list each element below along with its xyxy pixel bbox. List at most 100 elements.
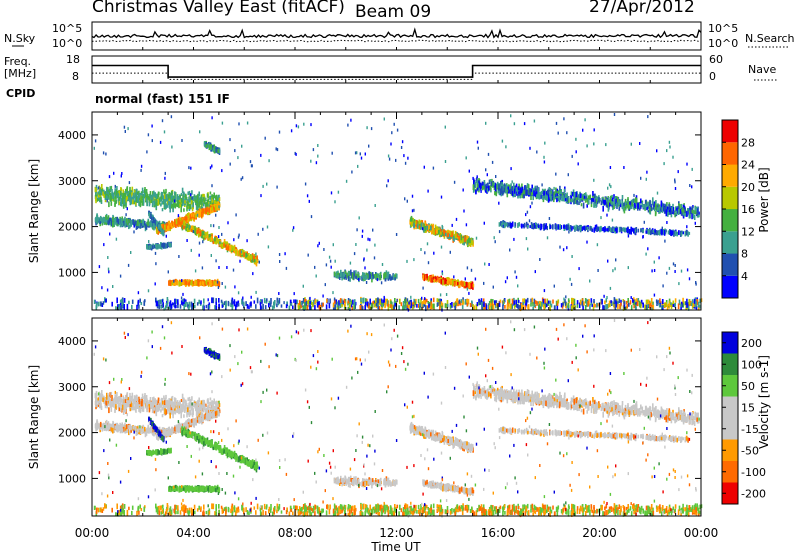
- power-cell: [453, 281, 456, 287]
- station-title: Christmas Valley East (fitACF): [92, 0, 345, 17]
- power-cell: [372, 300, 374, 305]
- power-cell: [469, 302, 472, 308]
- power-cell: [199, 213, 201, 218]
- power-cell: [619, 203, 622, 208]
- power-cell: [457, 281, 459, 286]
- power-cell: [95, 188, 97, 193]
- power-cell: [294, 299, 297, 305]
- power-cell: [540, 191, 543, 198]
- power-cell: [466, 235, 468, 240]
- power-cell: [534, 300, 537, 305]
- power-cell: [161, 303, 164, 308]
- power-cell: [438, 229, 440, 235]
- power-cell: [591, 303, 593, 307]
- power-cell: [144, 192, 147, 198]
- power-cell: [102, 191, 104, 197]
- power-cell: [196, 198, 199, 202]
- power-cell: [214, 205, 217, 211]
- power-cell: [181, 187, 184, 194]
- power-cell: [564, 299, 566, 304]
- power-cell: [105, 215, 107, 220]
- power-cell: [549, 191, 551, 197]
- power-cell: [265, 300, 268, 304]
- power-cell: [211, 297, 213, 304]
- power-cell: [347, 301, 349, 306]
- power-cell: [623, 202, 625, 207]
- power-cell: [352, 299, 354, 305]
- power-cell: [391, 276, 393, 281]
- nave-right-tick-top: 60: [709, 53, 723, 66]
- power-cell: [286, 301, 288, 305]
- power-cell: [253, 300, 256, 304]
- power-cell: [453, 234, 456, 239]
- power-cell: [202, 305, 204, 311]
- power-cell: [202, 200, 204, 205]
- power-cell: [206, 203, 209, 209]
- power-cell: [416, 223, 419, 229]
- power-cell: [452, 236, 455, 242]
- power-cell: [555, 300, 558, 306]
- power-cell: [595, 197, 597, 204]
- power-cell: [387, 305, 390, 311]
- power-cell: [231, 305, 234, 311]
- power-cell: [613, 203, 615, 209]
- power-cell: [229, 247, 231, 252]
- power-cell: [174, 298, 176, 304]
- power-cell: [162, 242, 164, 249]
- power-cell: [627, 202, 629, 208]
- power-cell: [163, 189, 165, 194]
- power-cell: [202, 281, 205, 286]
- power-cell: [235, 301, 238, 308]
- power-cell: [144, 189, 146, 193]
- power-cell: [125, 196, 127, 202]
- power-cell: [185, 196, 188, 201]
- power-cell: [517, 193, 519, 199]
- power-cell: [468, 241, 471, 246]
- power-cell: [514, 270, 516, 274]
- power-cell: [415, 225, 417, 230]
- power-cell: [567, 196, 570, 200]
- power-cell: [150, 199, 153, 203]
- power-cell: [515, 300, 517, 305]
- power-cell: [371, 274, 373, 280]
- power-cell: [659, 298, 661, 303]
- power-cell: [101, 221, 104, 226]
- power-cell: [630, 205, 633, 210]
- power-cell: [486, 188, 489, 193]
- power-cell: [128, 219, 130, 224]
- power-cell: [561, 195, 563, 202]
- power-cell: [158, 224, 160, 230]
- power-cell: [684, 301, 687, 306]
- power-cell: [450, 280, 452, 285]
- power-cell: [438, 233, 441, 237]
- power-cell: [218, 298, 220, 303]
- power-cell: [683, 209, 685, 214]
- power-cell: [209, 195, 211, 200]
- power-cell: [180, 201, 183, 208]
- power-cell: [418, 303, 420, 308]
- power-cell: [618, 206, 621, 211]
- power-cell: [549, 224, 552, 229]
- power-cell: [420, 298, 422, 304]
- power-cell: [483, 183, 486, 189]
- power-cell: [209, 233, 211, 238]
- power-cell: [585, 192, 587, 197]
- power-cell: [515, 303, 518, 307]
- power-cell: [631, 199, 634, 205]
- power-cell: [597, 196, 599, 201]
- power-cell: [618, 201, 620, 206]
- power-cell: [572, 298, 575, 304]
- power-cell: [426, 273, 428, 279]
- power-cell: [448, 230, 450, 237]
- power-cell: [121, 298, 123, 304]
- power-cell: [389, 304, 391, 309]
- power-cell: [253, 255, 255, 261]
- power-cell: [511, 191, 514, 196]
- power-cell: [560, 225, 563, 230]
- power-cell: [346, 272, 348, 278]
- power-cell: [302, 298, 305, 304]
- power-cell: [413, 219, 416, 225]
- power-cell: [248, 255, 251, 259]
- power-cell: [653, 202, 656, 207]
- power-cell: [154, 192, 156, 198]
